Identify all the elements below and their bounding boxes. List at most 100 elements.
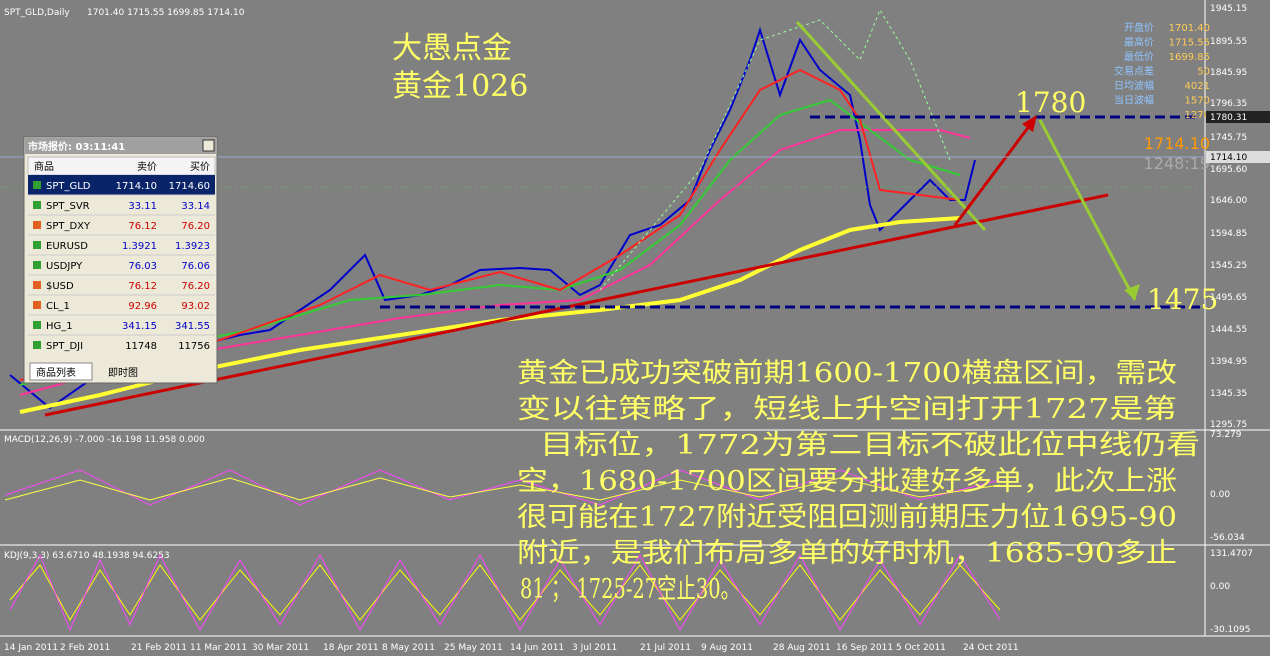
kdj-axis-label: -30.1095 (1210, 625, 1250, 635)
info-value: 1699.85 (1169, 52, 1210, 63)
info-label: 最低价 (1124, 50, 1154, 63)
column-header: 买价 (190, 161, 210, 173)
commentary-line: 附近，是我们布局多单的好时机，1685-90多止 (517, 538, 1177, 569)
axis-highlight (1206, 111, 1270, 123)
row-icon (33, 261, 41, 269)
date-axis-label: 21 Jul 2011 (640, 643, 691, 653)
row-icon (33, 341, 41, 349)
ask-price: 76.20 (181, 281, 210, 292)
tab: 商品列表 (36, 366, 76, 379)
ask-price: 11756 (178, 341, 210, 352)
symbol-name: SPT_DJI (46, 341, 83, 352)
kdj-axis-label: 131.4707 (1210, 549, 1253, 559)
date-axis-label: 25 May 2011 (444, 643, 503, 653)
column-header: 商品 (34, 160, 54, 173)
date-axis-label: 11 Mar 2011 (190, 643, 247, 653)
row-icon (33, 221, 41, 229)
tab-active (29, 362, 93, 381)
commentary-line: 变以往策略了，短线上升空间打开1727是第 (517, 394, 1177, 425)
macd-axis-label: 73.279 (1210, 430, 1242, 440)
commentary-line: 目标位，1772为第二目标不破此位中线仍看 (540, 430, 1200, 461)
price-axis-label: 1945.15 (1210, 4, 1247, 14)
row-icon (33, 301, 41, 309)
date-axis-label: 5 Oct 2011 (896, 643, 946, 653)
ask-price: 76.20 (181, 221, 210, 232)
info-label: 当日波幅 (1114, 94, 1154, 107)
info-value: 1570 (1185, 96, 1210, 107)
macd-axis-label: -56.034 (1210, 533, 1245, 543)
info-value: 1270 (1185, 110, 1210, 121)
symbol-name: CL_1 (46, 301, 70, 312)
bid-price: 11748 (125, 341, 157, 352)
info-value: 4021 (1185, 81, 1210, 92)
row-icon (33, 241, 41, 249)
level-label: 1475 (1147, 283, 1218, 316)
overlay-title: 黄金1026 (392, 69, 528, 104)
info-value: 1715.55 (1169, 38, 1210, 49)
ask-price: 76.06 (181, 261, 210, 272)
bid-price: 76.12 (128, 221, 157, 232)
price-axis-label: 1444.55 (1210, 325, 1247, 335)
price-axis-label: 1895.55 (1210, 37, 1247, 47)
kdj-label: KDJ(9,3,3) 63.6710 48.1938 94.6253 (4, 551, 170, 561)
macd-label: MACD(12,26,9) -7.000 -16.198 11.958 0.00… (4, 435, 205, 445)
date-axis-label: 30 Mar 2011 (252, 643, 309, 653)
bid-price: 1714.10 (116, 181, 157, 192)
symbol-name: HG_1 (46, 321, 73, 332)
row-icon (33, 181, 41, 189)
bid-price: 1.3921 (122, 241, 157, 252)
level-label: 1780 (1015, 86, 1086, 119)
bid-price: 76.03 (128, 261, 157, 272)
oscillator-lines (4, 469, 1001, 632)
macd-axis-label: 0.00 (1210, 490, 1230, 500)
date-axis-label: 24 Oct 2011 (963, 643, 1019, 653)
info-label: 交易点差 (1114, 65, 1154, 78)
price-axis-label: 1780.31 (1210, 113, 1247, 123)
column-header: 卖价 (137, 161, 157, 173)
commentary-line: 很可能在1727附近受阻回测前期压力位1695-90 (517, 502, 1177, 533)
tab: 即时图 (108, 367, 138, 379)
price-axis-label: 1345.35 (1210, 389, 1247, 399)
date-axis-label: 18 Apr 2011 (323, 643, 379, 653)
close-button[interactable] (202, 139, 215, 152)
date-axis-label: 3 Jul 2011 (572, 643, 617, 653)
date-axis-label: 21 Feb 2011 (131, 643, 187, 653)
panel-borders (0, 0, 1270, 637)
ask-price: 1.3923 (175, 241, 210, 252)
chart-ohlc: 1701.40 1715.55 1699.85 1714.10 (87, 8, 245, 18)
date-axis-label: 14 Jun 2011 (510, 643, 564, 653)
ask-price: 93.02 (181, 301, 210, 312)
ask-price: 33.14 (181, 201, 210, 212)
symbol-name: SPT_SVR (46, 201, 90, 212)
price-axis-label: 1594.85 (1210, 229, 1247, 239)
date-axis-label: 8 May 2011 (382, 643, 435, 653)
date-axis-label: 9 Aug 2011 (701, 643, 753, 653)
date-axis-label: 16 Sep 2011 (836, 643, 893, 653)
date-axis-label: 2 Feb 2011 (60, 643, 110, 653)
price-axis-label: 1295.75 (1210, 420, 1247, 430)
price-axis-label: 1745.75 (1210, 133, 1247, 143)
price-axis-label: 1796.35 (1210, 99, 1247, 109)
price-axis-label: 1845.95 (1210, 68, 1247, 78)
date-axis-label: 28 Aug 2011 (773, 643, 831, 653)
market-watch-window[interactable] (23, 136, 218, 384)
info-label: 最高价 (1124, 36, 1154, 49)
price-axis-label: 1495.65 (1210, 293, 1247, 303)
bid-price: 76.12 (128, 281, 157, 292)
commentary-line: 空，1680-1700区间要分批建好多单，此次上涨 (517, 466, 1177, 497)
info-label: 日均波幅 (1114, 79, 1154, 92)
symbol-name: USDJPY (46, 261, 83, 272)
symbol-name: SPT_DXY (46, 221, 91, 232)
ask-price: 341.55 (175, 321, 210, 332)
symbol-name: SPT_GLD (46, 181, 91, 192)
current-price: 1714.10 (1144, 134, 1210, 153)
symbol-name: EURUSD (46, 241, 88, 252)
row-icon (33, 321, 41, 329)
row-icon (33, 281, 41, 289)
chart-header: SPT_GLD,Daily (4, 8, 70, 18)
bid-price: 33.11 (128, 201, 157, 212)
kdj-axis-label: 0.00 (1210, 582, 1230, 592)
bid-price: 341.15 (122, 321, 157, 332)
date-axis-label: 14 Jan 2011 (4, 643, 58, 653)
